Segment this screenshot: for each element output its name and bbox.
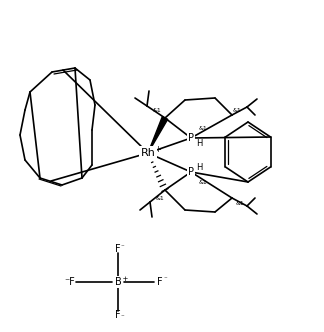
Text: &1: &1 [199, 180, 207, 185]
Text: &1: &1 [233, 108, 241, 113]
Text: &1: &1 [199, 125, 207, 130]
Text: P: P [188, 167, 194, 177]
Text: ⁻: ⁻ [120, 314, 124, 320]
Text: B: B [115, 277, 122, 287]
Text: Rh: Rh [141, 148, 156, 158]
Text: H: H [196, 138, 202, 147]
Text: ⁻: ⁻ [163, 276, 167, 282]
Text: 3+: 3+ [119, 276, 129, 282]
Text: ⁻: ⁻ [120, 244, 124, 250]
Polygon shape [148, 117, 168, 153]
Text: H: H [196, 162, 202, 172]
Text: +: + [155, 144, 161, 153]
Text: &1: &1 [156, 196, 164, 201]
Text: &1: &1 [153, 108, 161, 113]
Text: P: P [188, 133, 194, 143]
Text: &1: &1 [236, 201, 244, 206]
Text: F: F [115, 310, 121, 320]
Text: F: F [157, 277, 163, 287]
Text: ⁻F: ⁻F [64, 277, 75, 287]
Text: F: F [115, 244, 121, 254]
